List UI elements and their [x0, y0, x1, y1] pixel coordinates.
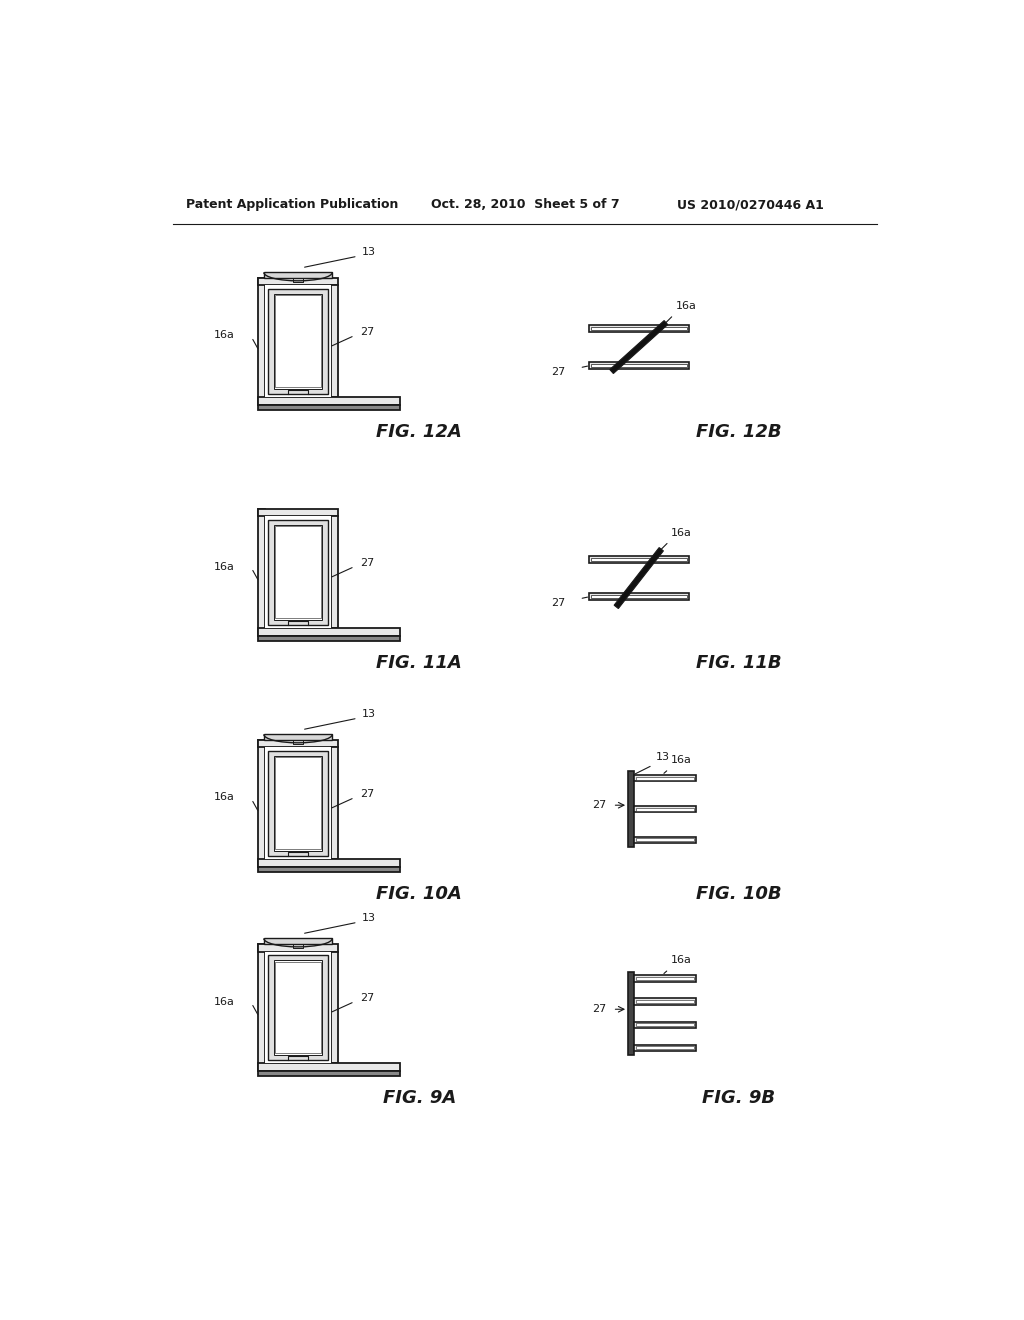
Text: 27: 27	[551, 367, 565, 376]
Polygon shape	[268, 751, 328, 855]
Polygon shape	[268, 954, 328, 1060]
Polygon shape	[258, 397, 400, 405]
Polygon shape	[331, 516, 339, 628]
Polygon shape	[589, 325, 689, 333]
Polygon shape	[609, 321, 668, 374]
Polygon shape	[591, 326, 686, 330]
Text: FIG. 11B: FIG. 11B	[696, 653, 781, 672]
Text: 27: 27	[592, 1005, 606, 1014]
Polygon shape	[264, 939, 333, 944]
Text: 16a: 16a	[214, 997, 234, 1007]
Polygon shape	[614, 548, 664, 609]
Polygon shape	[273, 294, 323, 388]
Polygon shape	[258, 867, 400, 873]
Polygon shape	[258, 277, 339, 285]
Text: US 2010/0270446 A1: US 2010/0270446 A1	[677, 198, 824, 211]
Polygon shape	[258, 944, 265, 1071]
Polygon shape	[634, 975, 695, 982]
Polygon shape	[628, 972, 634, 1055]
Text: FIG. 12A: FIG. 12A	[377, 422, 462, 441]
Text: 13: 13	[361, 247, 376, 257]
Polygon shape	[634, 1044, 695, 1051]
Text: FIG. 9B: FIG. 9B	[702, 1089, 775, 1106]
Polygon shape	[265, 516, 331, 628]
Text: Patent Application Publication: Patent Application Publication	[186, 198, 398, 211]
Polygon shape	[634, 775, 695, 781]
Text: FIG. 12B: FIG. 12B	[696, 422, 781, 441]
Polygon shape	[636, 838, 694, 841]
Polygon shape	[634, 998, 695, 1005]
Polygon shape	[636, 1047, 694, 1049]
Polygon shape	[636, 1001, 694, 1003]
Polygon shape	[258, 628, 400, 636]
Text: 13: 13	[655, 752, 670, 763]
Polygon shape	[265, 952, 331, 1063]
Polygon shape	[636, 1023, 694, 1026]
Polygon shape	[258, 1063, 400, 1071]
Text: 13: 13	[361, 709, 376, 719]
Polygon shape	[636, 808, 694, 810]
Text: 16a: 16a	[214, 561, 234, 572]
Polygon shape	[634, 1022, 695, 1028]
Polygon shape	[589, 362, 689, 370]
Polygon shape	[591, 557, 686, 561]
Text: 16a: 16a	[672, 528, 692, 537]
Polygon shape	[258, 739, 339, 747]
Polygon shape	[264, 734, 333, 739]
Text: Oct. 28, 2010  Sheet 5 of 7: Oct. 28, 2010 Sheet 5 of 7	[431, 198, 620, 211]
Polygon shape	[258, 944, 339, 952]
Text: FIG. 10A: FIG. 10A	[377, 884, 462, 903]
Polygon shape	[258, 277, 265, 405]
Polygon shape	[628, 771, 634, 847]
Text: 16a: 16a	[676, 301, 696, 312]
Polygon shape	[258, 405, 400, 411]
Polygon shape	[264, 272, 333, 277]
Text: 27: 27	[360, 994, 374, 1003]
Polygon shape	[258, 508, 265, 636]
Text: FIG. 9A: FIG. 9A	[383, 1089, 456, 1106]
Text: 27: 27	[360, 789, 374, 800]
Polygon shape	[273, 525, 323, 619]
Text: 27: 27	[360, 327, 374, 338]
Polygon shape	[591, 594, 686, 598]
Polygon shape	[258, 859, 400, 867]
Polygon shape	[265, 747, 331, 859]
Text: FIG. 10B: FIG. 10B	[696, 884, 781, 903]
Polygon shape	[273, 960, 323, 1055]
Text: 13: 13	[361, 913, 376, 924]
Polygon shape	[258, 636, 400, 642]
Text: 16a: 16a	[671, 755, 692, 766]
Text: 27: 27	[360, 558, 374, 569]
Polygon shape	[636, 977, 694, 979]
Polygon shape	[258, 739, 265, 867]
Polygon shape	[258, 1071, 400, 1076]
Polygon shape	[273, 756, 323, 850]
Polygon shape	[265, 285, 331, 397]
Polygon shape	[636, 776, 694, 780]
Polygon shape	[589, 593, 689, 601]
Polygon shape	[268, 520, 328, 626]
Polygon shape	[331, 747, 339, 859]
Polygon shape	[634, 837, 695, 843]
Polygon shape	[589, 556, 689, 564]
Text: 16a: 16a	[214, 792, 234, 803]
Polygon shape	[268, 289, 328, 395]
Text: 27: 27	[592, 800, 606, 810]
Polygon shape	[591, 363, 686, 367]
Polygon shape	[258, 508, 339, 516]
Polygon shape	[331, 952, 339, 1063]
Text: 16a: 16a	[671, 956, 692, 965]
Polygon shape	[634, 807, 695, 812]
Polygon shape	[331, 285, 339, 397]
Text: 27: 27	[551, 598, 565, 607]
Text: 16a: 16a	[214, 330, 234, 341]
Text: FIG. 11A: FIG. 11A	[377, 653, 462, 672]
